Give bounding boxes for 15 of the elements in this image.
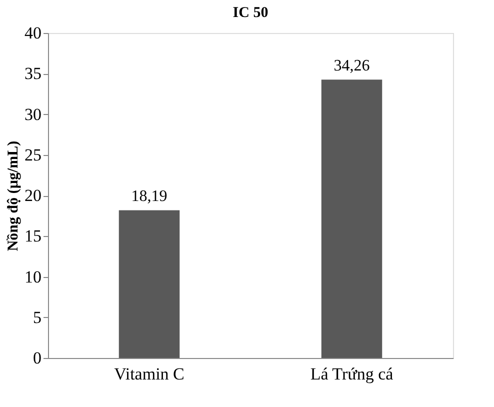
y-tick-label: 25 (24, 145, 42, 164)
chart-title: IC 50 (232, 5, 268, 21)
y-tick-label: 35 (24, 64, 42, 84)
y-tick-label: 20 (24, 186, 42, 205)
data-label: 18,19 (131, 188, 168, 206)
y-tick-label: 30 (24, 104, 42, 124)
data-label: 34,26 (334, 58, 370, 75)
y-tick-label: 15 (24, 226, 42, 246)
y-tick-label: 40 (24, 24, 42, 42)
x-tick-label: Lá Trứng cá (310, 364, 394, 384)
x-tick-label: Vitamin C (114, 364, 184, 384)
y-tick-label: 5 (33, 308, 42, 327)
y-axis-title: Nồng độ (µg/mL) (6, 140, 22, 252)
y-tick-label: 10 (24, 267, 42, 286)
y-tick-label: 0 (33, 348, 42, 368)
